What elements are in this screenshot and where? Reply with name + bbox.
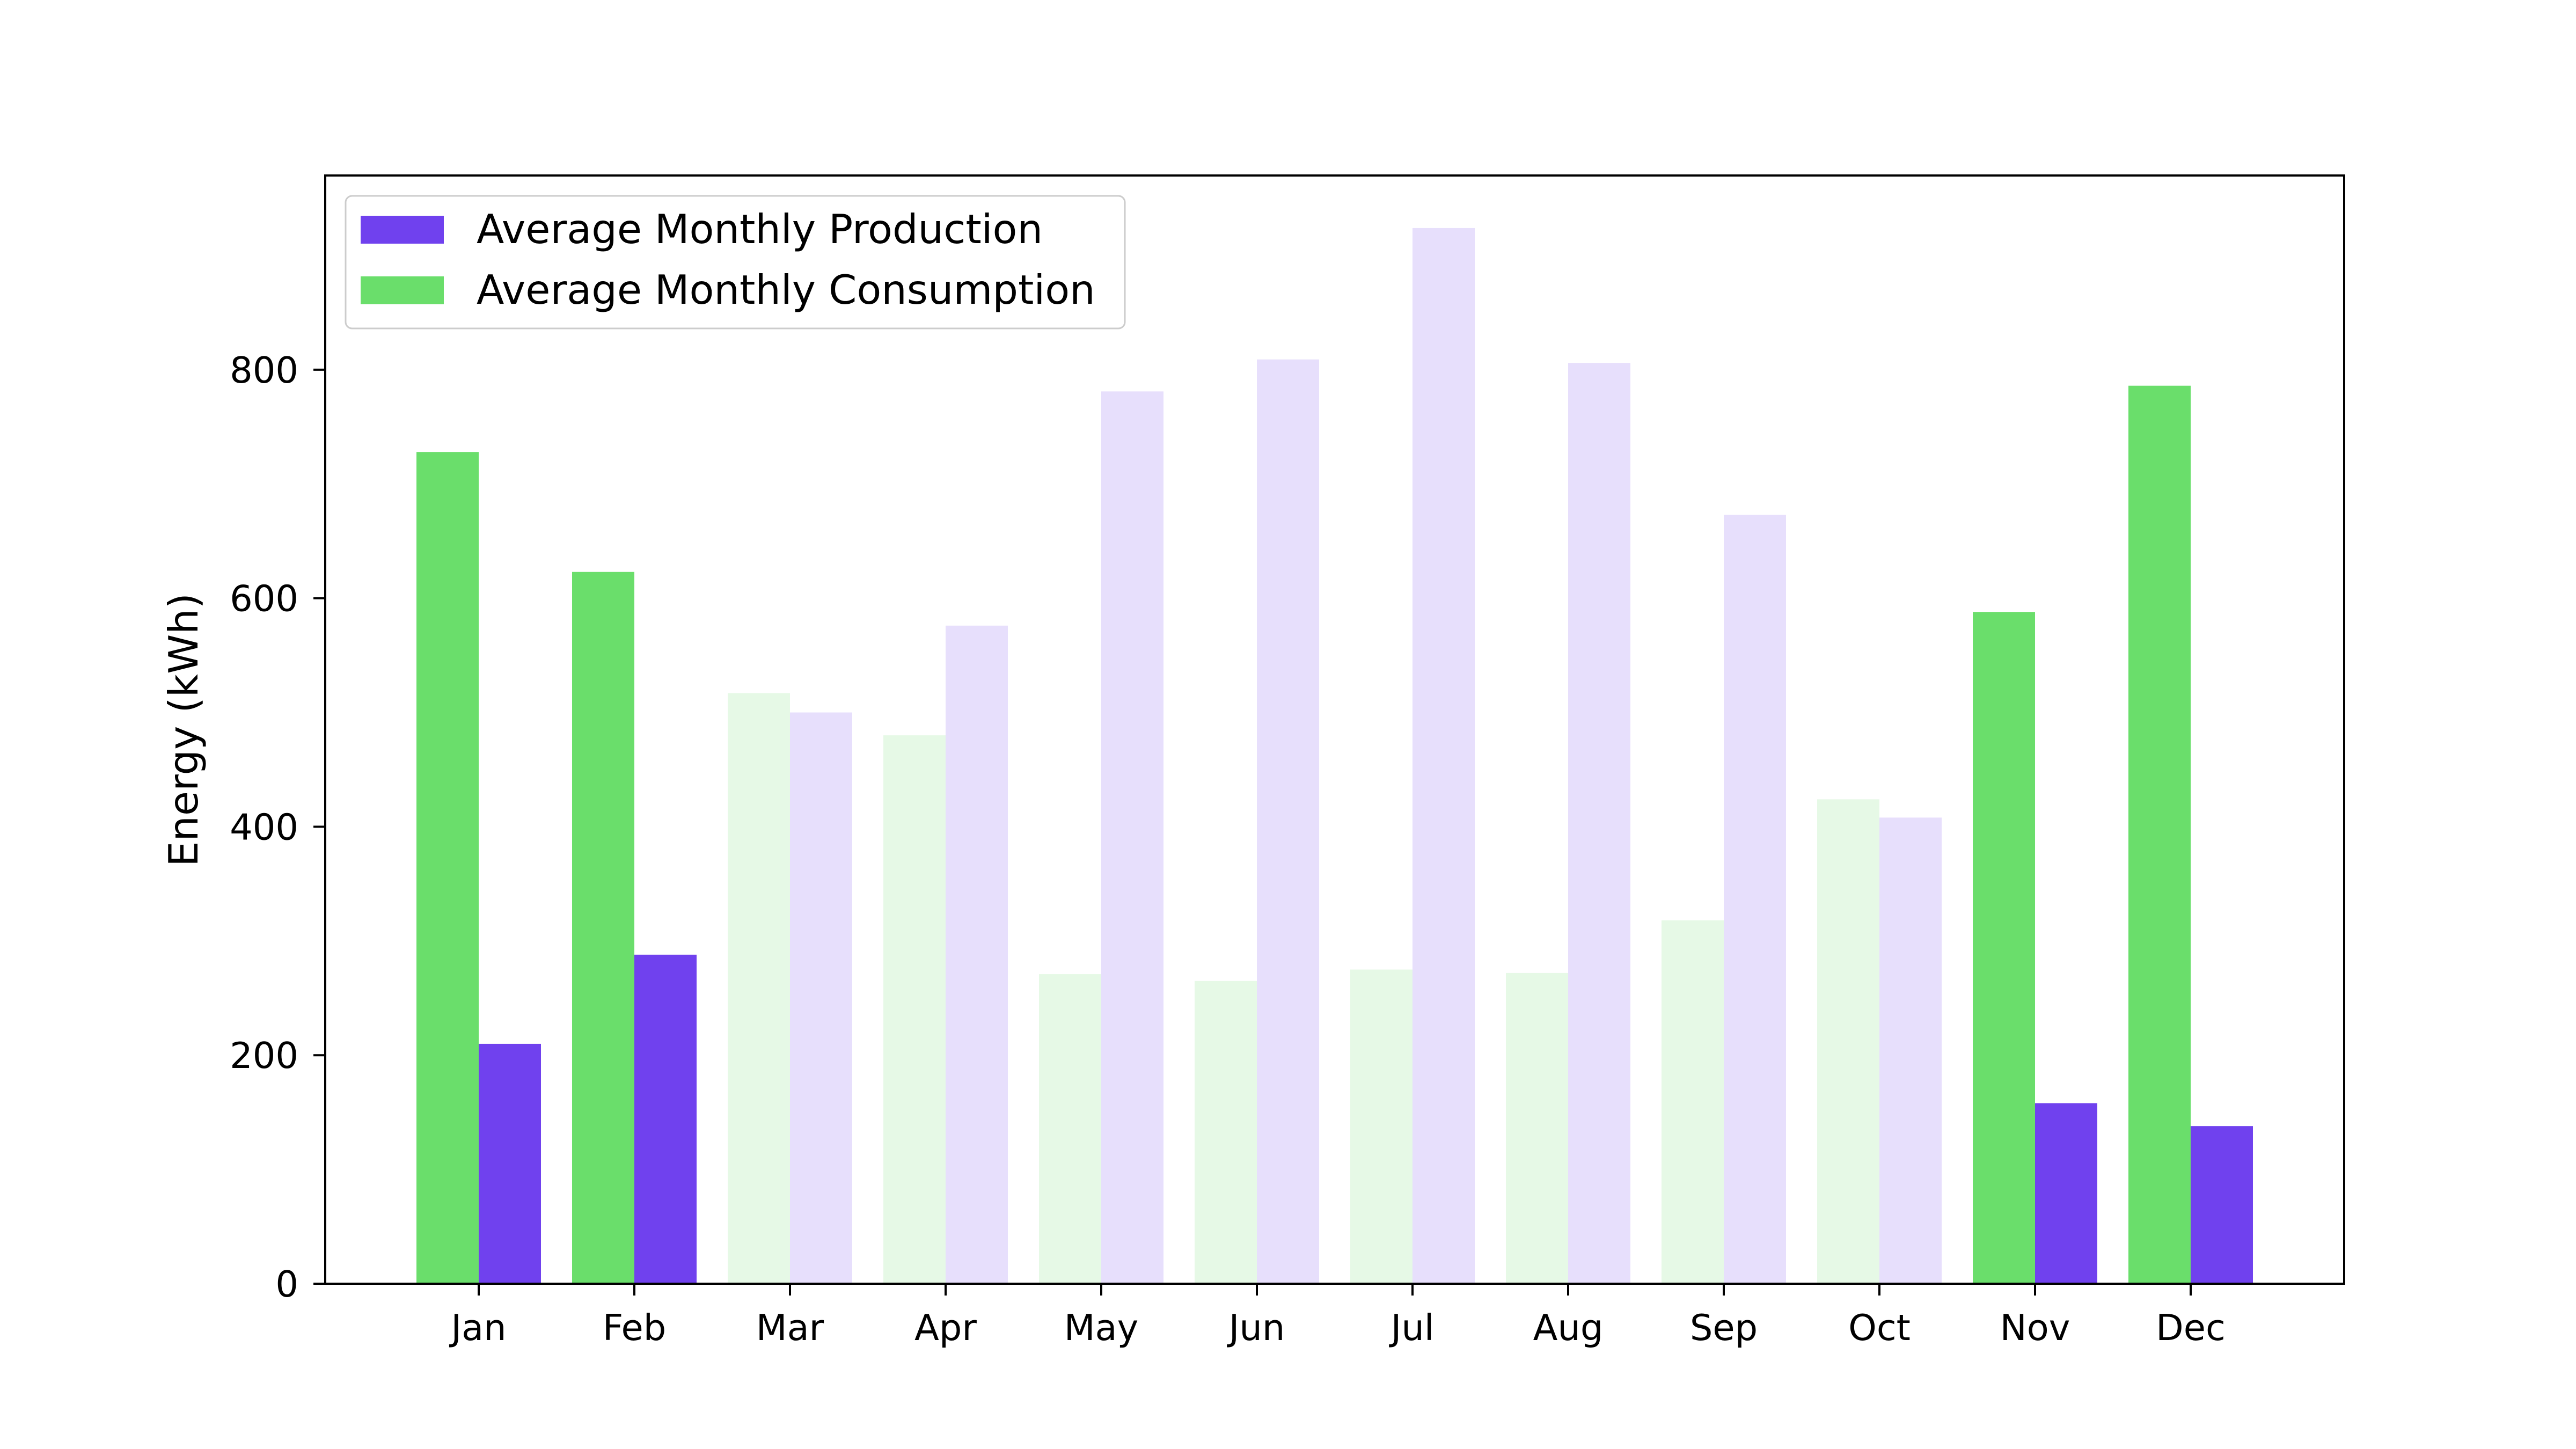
y-tick-label-600: 600	[230, 578, 298, 620]
y-tick-label-200: 200	[230, 1035, 298, 1077]
x-tick-label-jun: Jun	[1227, 1307, 1285, 1349]
legend-box	[345, 195, 1126, 330]
legend-label-production: Average Monthly Production	[477, 206, 1043, 253]
legend-swatch-consumption	[361, 276, 444, 304]
plot-frame	[324, 174, 2345, 1285]
y-tick-label-800: 800	[230, 349, 298, 391]
consumption-bar-feb	[572, 572, 634, 1284]
production-bar-sep	[1724, 515, 1786, 1284]
x-tick-label-mar: Mar	[756, 1307, 824, 1349]
consumption-bar-dec	[2128, 385, 2191, 1284]
production-bar-jan	[479, 1043, 541, 1284]
consumption-bar-sep	[1662, 920, 1724, 1284]
production-bar-jul	[1413, 228, 1475, 1284]
x-tick-label-jan: Jan	[449, 1307, 506, 1349]
consumption-bar-aug	[1506, 972, 1568, 1284]
bars-layer	[416, 228, 2253, 1284]
y-axis-title: Energy (kWh)	[160, 593, 207, 867]
production-bar-jun	[1257, 359, 1319, 1284]
consumption-bar-apr	[883, 735, 946, 1284]
legend-swatch-production	[361, 216, 444, 244]
legend: Average Monthly Production Average Monthl…	[345, 195, 1126, 330]
x-tick-label-aug: Aug	[1533, 1307, 1604, 1349]
x-tick-label-apr: Apr	[914, 1307, 977, 1349]
x-tick-label-jul: Jul	[1389, 1307, 1435, 1349]
consumption-bar-mar	[728, 693, 790, 1284]
production-bar-nov	[2035, 1103, 2097, 1284]
legend-label-consumption: Average Monthly Consumption	[477, 266, 1095, 313]
x-tick-label-nov: Nov	[2000, 1307, 2070, 1349]
y-tick-label-400: 400	[230, 806, 298, 848]
x-tick-label-oct: Oct	[1848, 1307, 1911, 1349]
production-bar-oct	[1879, 817, 1942, 1284]
production-bar-may	[1101, 391, 1163, 1284]
consumption-bar-may	[1039, 974, 1101, 1284]
production-bar-feb	[634, 954, 697, 1284]
consumption-bar-jun	[1195, 980, 1257, 1284]
production-bar-apr	[946, 625, 1008, 1284]
consumption-bar-jan	[416, 452, 479, 1284]
consumption-bar-jul	[1350, 969, 1413, 1284]
consumption-bar-oct	[1817, 799, 1879, 1284]
x-tick-label-sep: Sep	[1690, 1307, 1758, 1349]
x-axis: Jan Feb Mar Apr May Jun Jul Aug Sep Oct Nov Dec	[449, 1284, 2226, 1349]
production-bar-dec	[2191, 1126, 2253, 1284]
production-bar-aug	[1568, 363, 1630, 1284]
x-tick-label-may: May	[1064, 1307, 1139, 1349]
production-bar-mar	[790, 712, 852, 1284]
x-tick-label-feb: Feb	[603, 1307, 667, 1349]
y-tick-label-0: 0	[275, 1263, 298, 1305]
y-axis: 0 200 400 600 800	[230, 349, 325, 1305]
consumption-bar-nov	[1973, 612, 2035, 1284]
x-tick-label-dec: Dec	[2156, 1307, 2226, 1349]
